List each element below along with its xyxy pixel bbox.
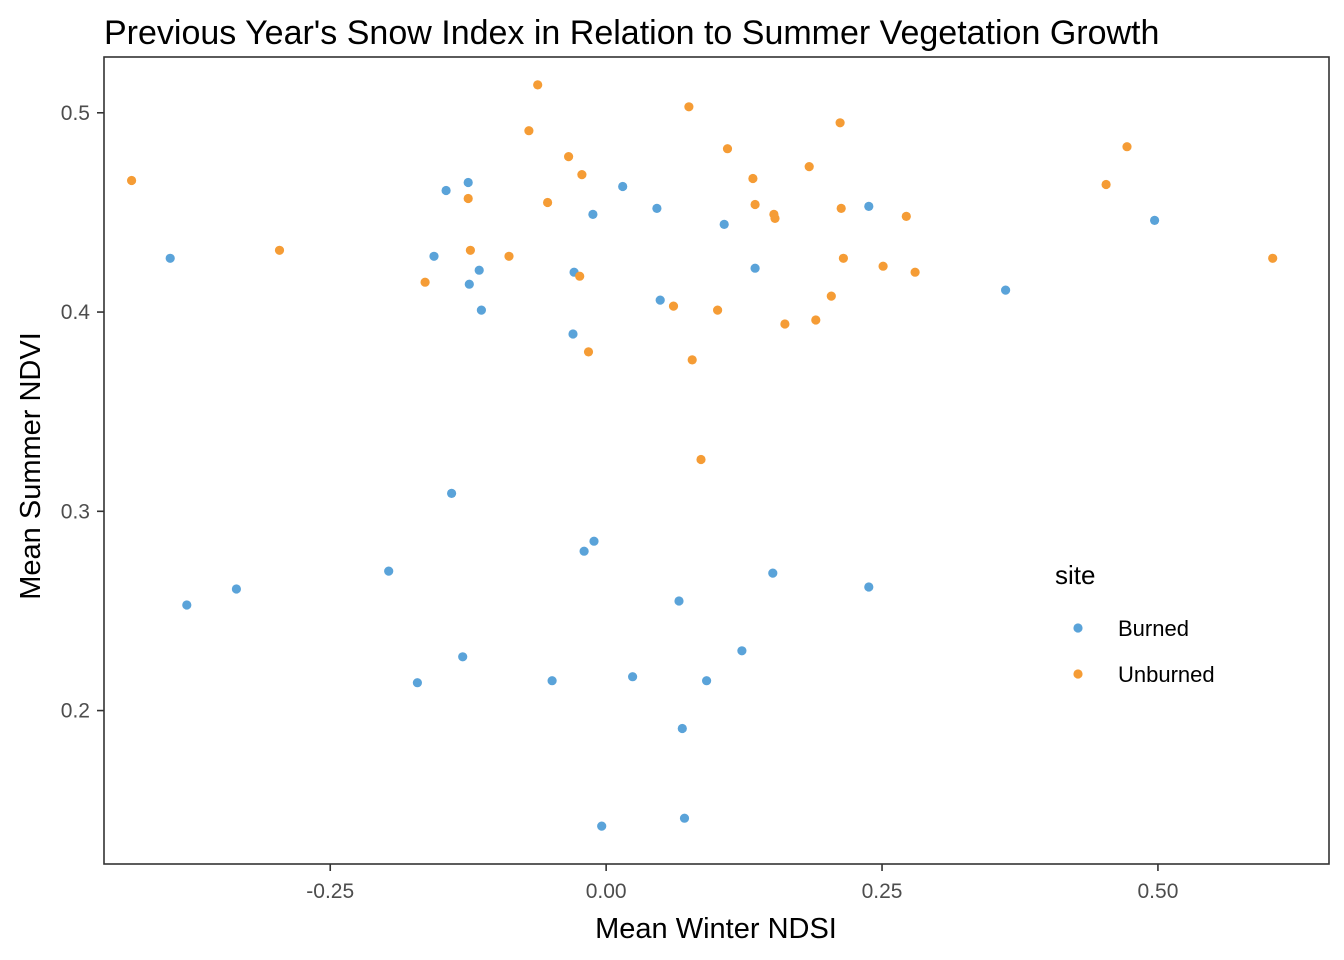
unburned-point: [748, 173, 758, 184]
unburned-point: [564, 152, 574, 162]
unburned-point: [465, 245, 475, 255]
y-tick-label: 0.4: [61, 301, 91, 324]
burned-point: [768, 568, 778, 578]
burned-point: [464, 279, 474, 289]
unburned-point: [780, 319, 790, 329]
burned-point: [165, 253, 175, 263]
y-axis: 0.2 0.3 0.4 0.5: [61, 102, 104, 723]
burned-point: [384, 566, 394, 576]
burned-point: [447, 488, 457, 498]
unburned-point: [750, 199, 760, 210]
burned-point: [652, 203, 662, 213]
burned-point: [182, 600, 192, 610]
burned-point: [412, 678, 422, 688]
burned-point: [719, 219, 729, 229]
unburned-point: [826, 291, 836, 301]
burned-point: [476, 305, 486, 315]
y-tick-label: 0.2: [61, 700, 90, 723]
burned-point: [679, 813, 690, 823]
unburned-point: [770, 213, 780, 223]
x-axis: -0.25 0.00 0.25 0.50: [306, 864, 1178, 903]
unburned-point: [878, 261, 888, 271]
burned-point: [568, 329, 578, 339]
burned-point: [674, 596, 684, 606]
unburned-point: [811, 315, 821, 325]
unburned-point: [713, 305, 723, 315]
unburned-point: [1268, 253, 1278, 263]
unburned-point: [836, 203, 846, 213]
burned-point: [1150, 215, 1160, 225]
x-axis-title: Mean Winter NDSI: [595, 913, 837, 945]
burned-point: [474, 265, 484, 275]
burned-point: [458, 652, 468, 662]
y-axis-title: Mean Summer NDVI: [15, 332, 47, 600]
burned-point: [429, 251, 439, 261]
y-tick-label: 0.5: [61, 102, 90, 125]
unburned-point: [668, 301, 679, 311]
burned-point: [597, 821, 607, 831]
unburned-point: [901, 211, 911, 221]
burned-point: [737, 646, 747, 656]
legend-key-unburned: [1073, 669, 1083, 679]
unburned-point: [835, 118, 845, 128]
x-tick-label: 0.50: [1138, 880, 1179, 903]
burned-point: [618, 181, 628, 192]
unburned-point: [577, 170, 587, 180]
x-tick-label: 0.00: [586, 880, 627, 903]
burned-point: [864, 582, 874, 592]
unburned-point: [838, 253, 849, 263]
burned-point: [547, 676, 557, 686]
unburned-point: [1122, 142, 1132, 152]
legend-title: site: [1055, 560, 1095, 590]
unburned-point: [684, 102, 694, 112]
burned-point: [588, 209, 598, 219]
unburned-point: [533, 80, 543, 90]
burned-point: [628, 672, 638, 682]
unburned-point: [687, 355, 697, 365]
burned-point: [579, 546, 589, 556]
legend-key-burned: [1073, 623, 1083, 633]
unburned-point: [575, 271, 585, 281]
unburned-point: [722, 144, 733, 154]
unburned-point: [910, 267, 920, 277]
burned-point: [463, 177, 473, 188]
unburned-point: [274, 245, 285, 255]
y-tick-label: 0.3: [61, 500, 90, 523]
data-points: [127, 80, 1278, 831]
burned-point: [864, 201, 874, 211]
unburned-point: [804, 162, 814, 172]
plot-panel: [103, 56, 1330, 865]
unburned-point: [420, 277, 430, 287]
unburned-point: [543, 197, 553, 208]
legend: site Burned Unburned: [1055, 560, 1215, 687]
burned-point: [702, 676, 712, 686]
burned-point: [677, 723, 687, 734]
burned-point: [441, 185, 451, 196]
x-tick-label: 0.25: [862, 880, 903, 903]
burned-point: [750, 263, 760, 273]
unburned-point: [583, 347, 594, 357]
burned-point: [231, 584, 241, 594]
unburned-point: [696, 454, 706, 465]
burned-point: [655, 295, 665, 305]
legend-label-unburned: Unburned: [1118, 662, 1215, 687]
unburned-point: [504, 251, 514, 261]
chart-title: Previous Year's Snow Index in Relation t…: [104, 14, 1159, 52]
x-tick-label: -0.25: [306, 880, 354, 903]
burned-point: [589, 536, 599, 546]
burned-point: [1001, 285, 1011, 295]
unburned-point: [524, 126, 534, 136]
unburned-point: [127, 175, 137, 186]
unburned-point: [1101, 179, 1111, 190]
legend-label-burned: Burned: [1118, 616, 1189, 641]
unburned-point: [463, 193, 473, 204]
